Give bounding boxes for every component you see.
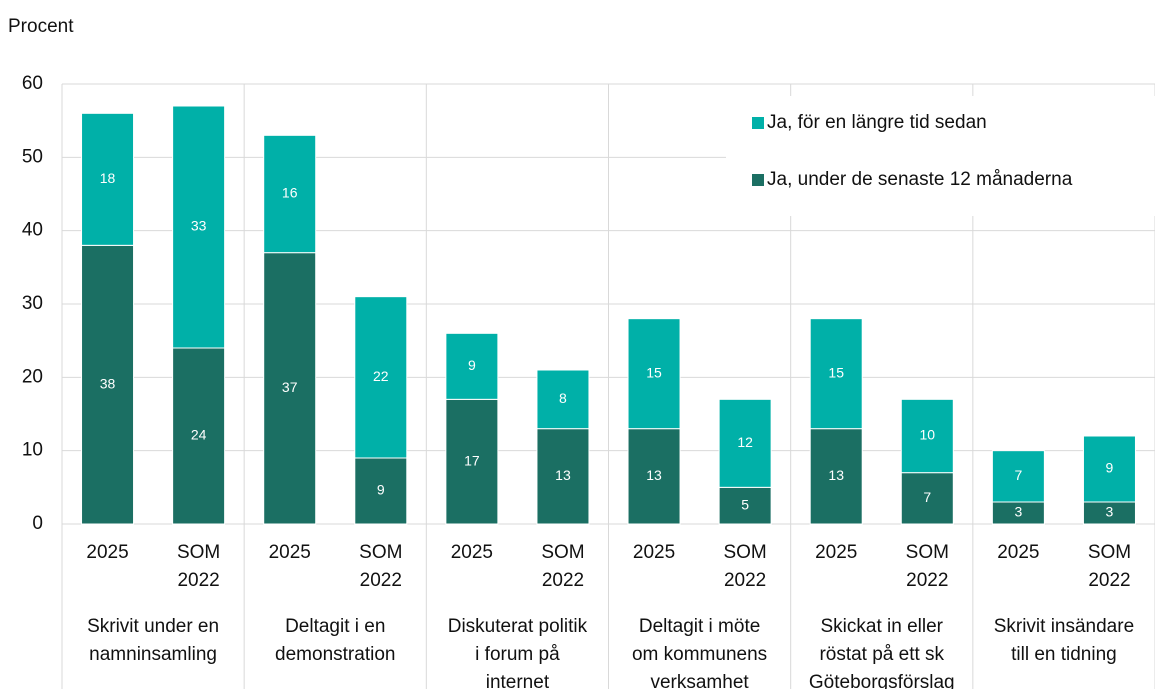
bar-segment	[81, 244, 135, 525]
data-label: 38	[100, 375, 116, 391]
x-tick-label: SOM 2022	[1088, 542, 1131, 591]
data-label: 3	[1014, 504, 1022, 520]
x-tick-label: 2025	[86, 542, 128, 563]
y-tick-label: 0	[32, 513, 43, 534]
x-tick-label: 2025	[815, 542, 857, 563]
y-tick-label: 30	[22, 293, 43, 314]
y-tick-label: 20	[22, 366, 43, 387]
bar-segment	[991, 450, 1045, 503]
data-label: 3	[1106, 504, 1114, 520]
data-label: 9	[468, 357, 476, 373]
group-label: demonstration	[275, 644, 395, 665]
group-label: namninsamling	[89, 644, 217, 665]
bar-segment	[263, 134, 317, 254]
data-label: 15	[828, 364, 844, 380]
bar-segment	[809, 318, 863, 430]
bar-segment	[172, 347, 226, 525]
data-label: 17	[464, 452, 480, 468]
data-label: 7	[923, 489, 931, 505]
bar-segment	[718, 398, 772, 488]
data-label: 8	[559, 390, 567, 406]
y-tick-label: 40	[22, 220, 43, 241]
bar-segment	[172, 105, 226, 349]
bar-segment	[81, 112, 135, 246]
data-label: 24	[191, 427, 207, 443]
bar-segment	[627, 428, 681, 525]
x-tick-label: 2025	[997, 542, 1039, 563]
data-label: 7	[1014, 467, 1022, 483]
bar-segment	[354, 296, 408, 459]
x-tick-label: 2025	[451, 542, 493, 563]
group-label: om kommunens	[632, 644, 767, 665]
data-label: 22	[373, 368, 389, 384]
x-tick-label: 2025	[633, 542, 675, 563]
bar-segment	[536, 369, 590, 430]
group-label: Deltagit i en	[285, 616, 385, 637]
data-label: 13	[828, 467, 844, 483]
group-label: Deltagit i möte	[639, 616, 760, 637]
y-tick-label: 60	[22, 73, 43, 94]
x-tick-label: SOM 2022	[906, 542, 949, 591]
legend-swatch	[752, 117, 764, 129]
x-tick-label: 2025	[269, 542, 311, 563]
group-label: Göteborgsförslag	[809, 672, 955, 689]
data-label: 18	[100, 170, 116, 186]
group-label: i forum på	[475, 644, 560, 665]
data-label: 16	[282, 185, 298, 201]
bar-segment	[445, 398, 499, 525]
legend-background	[726, 96, 1155, 216]
group-label: internet	[486, 672, 550, 689]
y-tick-label: 10	[22, 440, 43, 461]
data-label: 13	[555, 467, 571, 483]
x-tick-label: SOM 2022	[723, 542, 766, 591]
bar-segment	[263, 252, 317, 525]
x-tick-label: SOM 2022	[177, 542, 220, 591]
data-label: 13	[646, 467, 662, 483]
legend-label: Ja, under de senaste 12 månaderna	[767, 169, 1073, 190]
group-label: till en tidning	[1011, 644, 1117, 665]
data-label: 5	[741, 496, 749, 512]
bar-segment	[536, 428, 590, 525]
group-label: Diskuterat politik	[448, 616, 588, 637]
data-label: 33	[191, 218, 207, 234]
group-label: Skickat in eller	[821, 616, 944, 637]
data-label: 12	[737, 434, 753, 450]
legend-label: Ja, för en längre tid sedan	[767, 112, 987, 133]
x-tick-label: SOM 2022	[359, 542, 402, 591]
data-label: 15	[646, 364, 662, 380]
x-tick-label: SOM 2022	[541, 542, 584, 591]
bar-segment	[1082, 435, 1136, 503]
data-label: 37	[282, 379, 298, 395]
legend-swatch	[752, 174, 764, 186]
group-label: Skrivit insändare	[994, 616, 1134, 637]
data-label: 9	[377, 482, 385, 498]
group-label: verksamhet	[650, 672, 749, 689]
bar-segment	[627, 318, 681, 430]
bar-segment	[809, 428, 863, 525]
group-label: Skrivit under en	[87, 616, 219, 637]
y-axis-label: Procent	[8, 16, 74, 37]
data-label: 9	[1106, 460, 1114, 476]
y-tick-label: 50	[22, 146, 43, 167]
bar-segment	[718, 486, 772, 525]
bar-segment	[900, 398, 954, 474]
bar-segment	[900, 472, 954, 525]
data-label: 10	[920, 427, 936, 443]
bar-segment	[445, 332, 499, 400]
group-label: röstat på ett sk	[819, 644, 944, 665]
